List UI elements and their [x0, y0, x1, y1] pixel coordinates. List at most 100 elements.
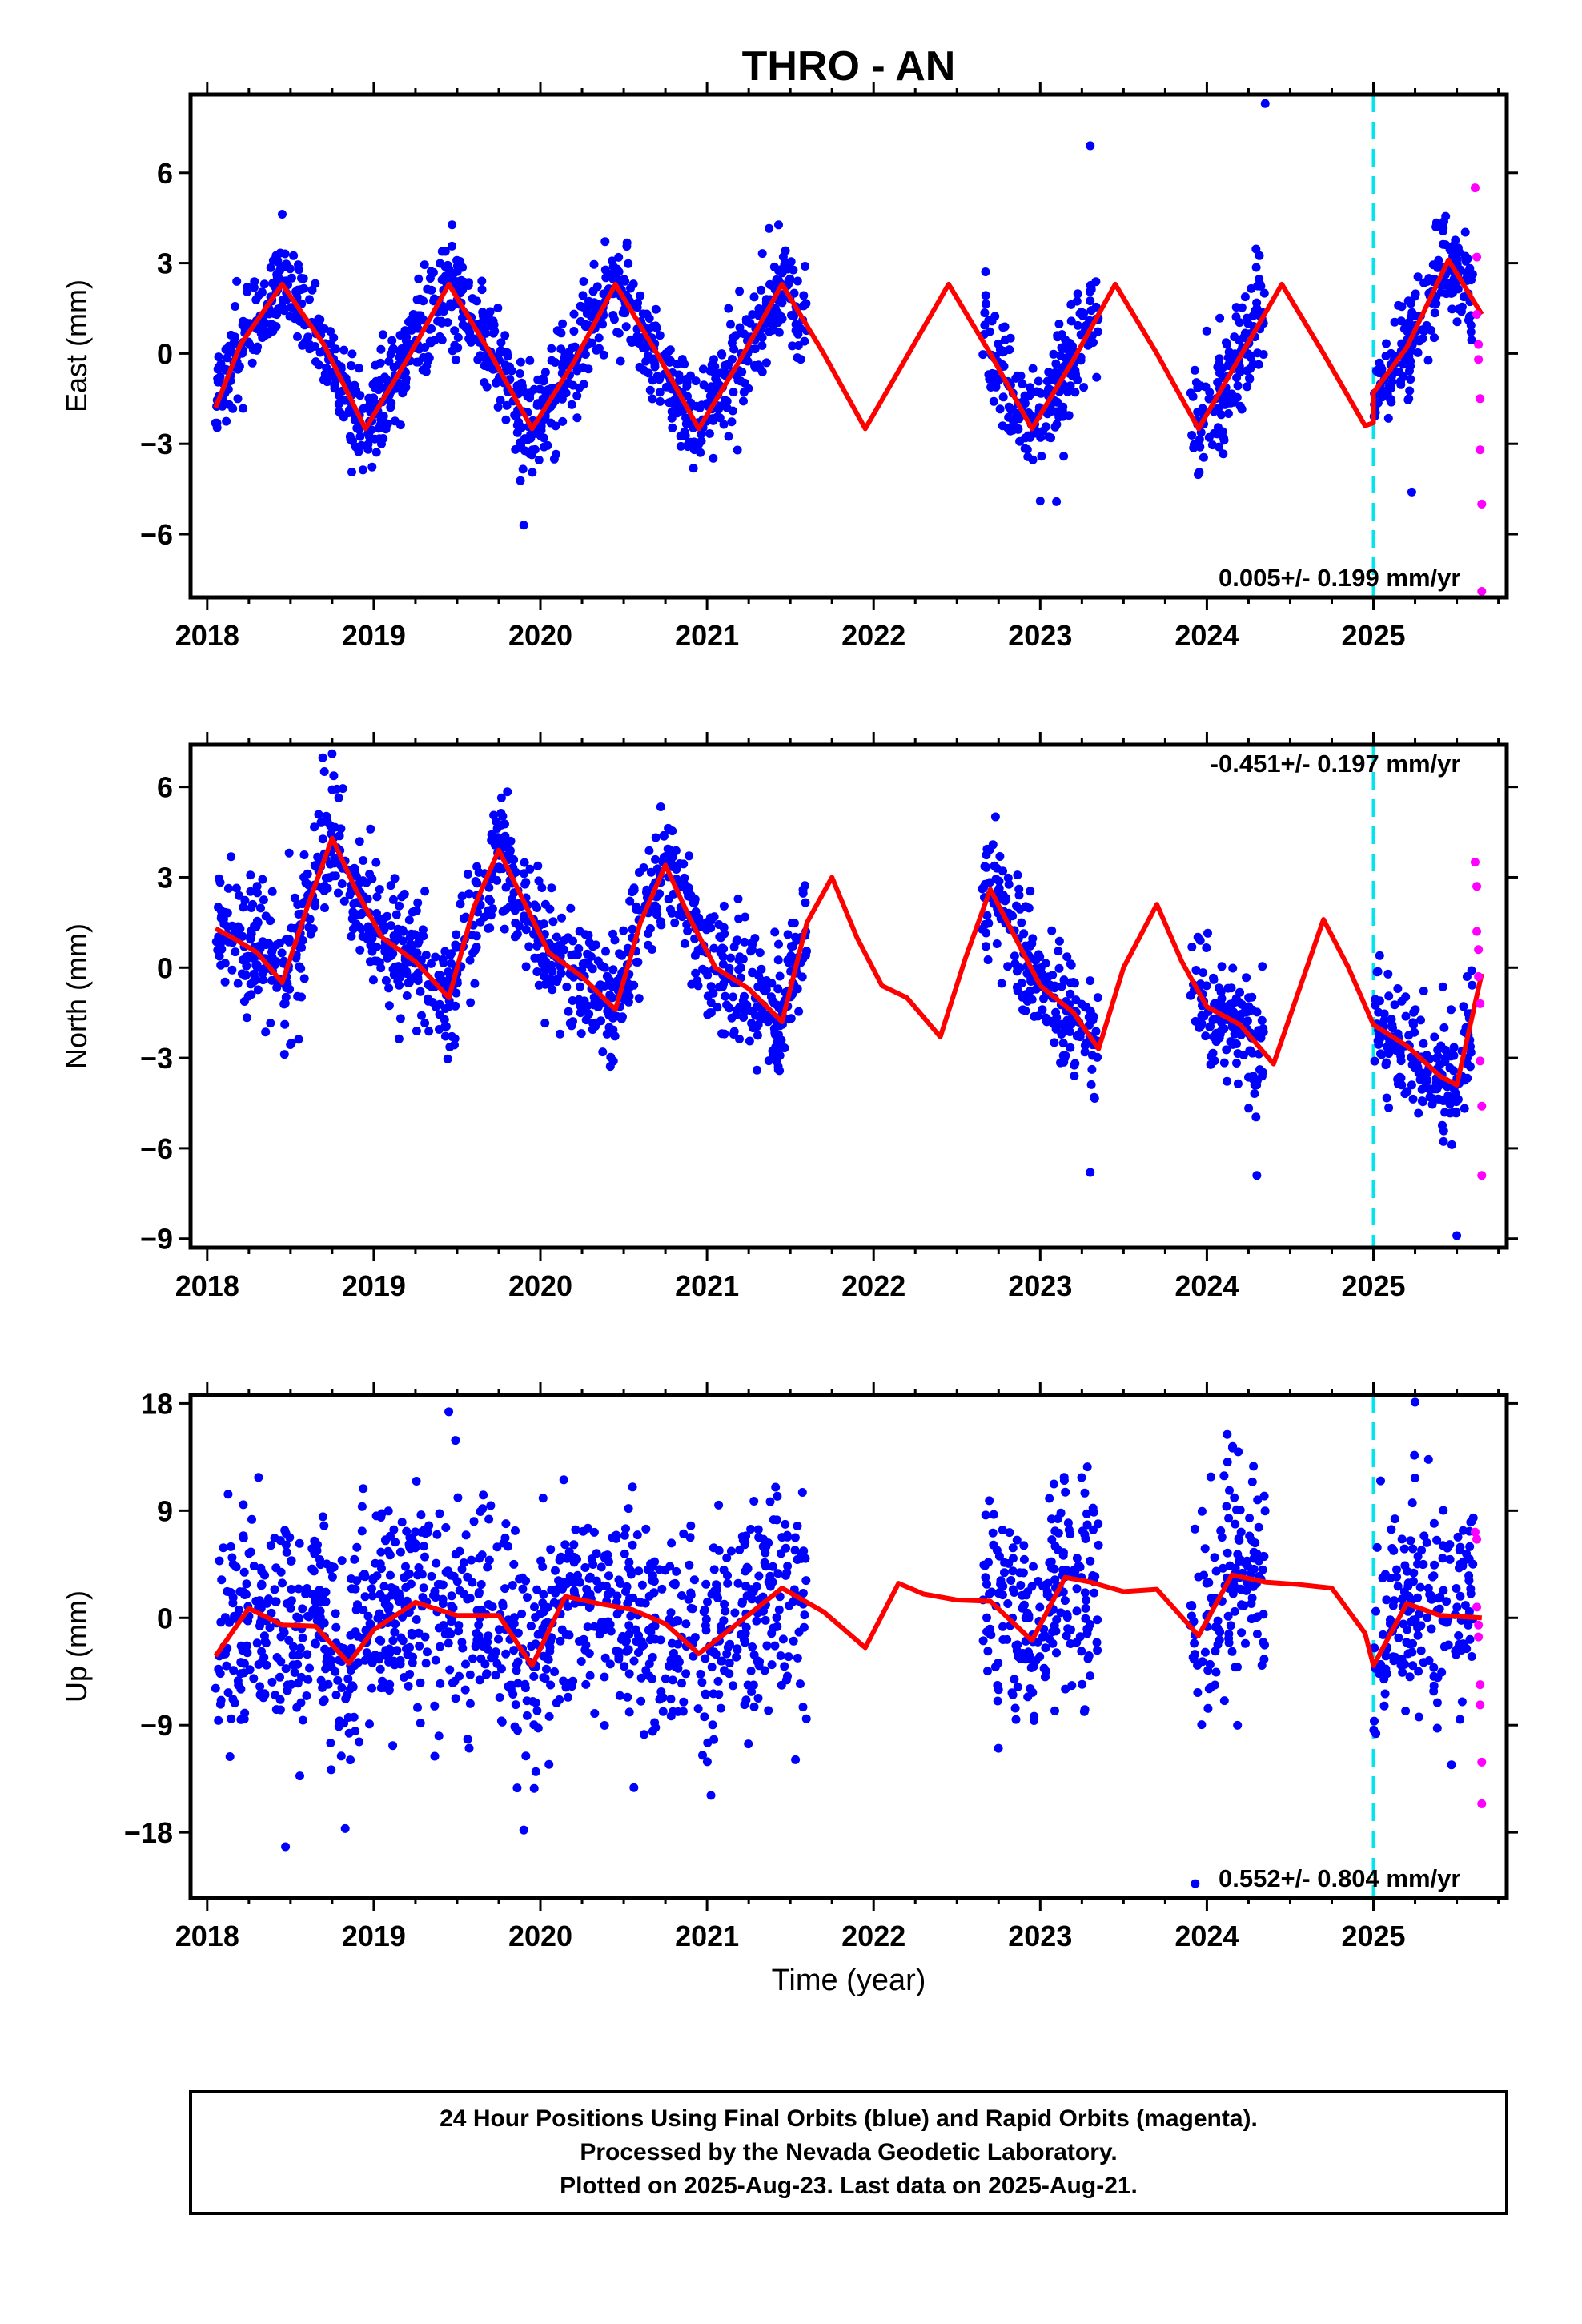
final-orbit-point: [1407, 1060, 1417, 1069]
final-orbit-point: [583, 949, 592, 959]
final-orbit-point: [1260, 99, 1270, 108]
y-tick-label: −6: [140, 518, 173, 551]
final-orbit-point: [994, 876, 1004, 886]
up-y-axis-label: Up (mm): [60, 1590, 93, 1703]
final-orbit-point: [596, 961, 606, 971]
final-orbit-point: [390, 416, 400, 426]
final-orbit-point: [1003, 962, 1013, 971]
final-orbit-point: [355, 945, 365, 955]
final-orbit-point: [451, 1436, 460, 1445]
final-orbit-point: [378, 330, 387, 340]
final-orbit-point: [495, 864, 504, 874]
final-orbit-point: [367, 932, 376, 942]
final-orbit-point: [429, 1590, 438, 1600]
final-orbit-point: [1009, 1554, 1018, 1563]
final-orbit-point: [1202, 981, 1211, 991]
final-orbit-point: [746, 1667, 756, 1675]
final-orbit-point: [656, 396, 665, 406]
final-orbit-point: [770, 1641, 780, 1651]
final-orbit-point: [337, 1683, 347, 1692]
final-orbit-point: [990, 812, 1000, 822]
final-orbit-point: [464, 1743, 474, 1753]
final-orbit-point: [257, 1579, 267, 1589]
final-orbit-point: [777, 1680, 786, 1690]
final-orbit-point: [1383, 413, 1393, 423]
final-orbit-point: [584, 931, 593, 940]
final-orbit-point: [1187, 431, 1197, 440]
final-orbit-point: [1215, 1030, 1225, 1039]
final-orbit-point: [979, 883, 989, 892]
final-orbit-point: [414, 937, 424, 947]
final-orbit-point: [1390, 1000, 1399, 1010]
final-orbit-point: [425, 336, 435, 346]
x-tick-label: 2022: [841, 619, 905, 652]
final-orbit-point: [520, 911, 529, 921]
final-orbit-point: [424, 1521, 434, 1530]
final-orbit-point: [542, 1664, 551, 1674]
final-orbit-point: [750, 362, 760, 372]
final-orbit-point: [1230, 1029, 1239, 1039]
final-orbit-point: [550, 1667, 560, 1676]
final-orbit-point: [680, 939, 689, 948]
final-orbit-point: [1415, 1067, 1424, 1076]
final-orbit-point: [1079, 1707, 1089, 1716]
final-orbit-point: [521, 962, 531, 971]
final-orbit-point: [564, 378, 573, 388]
final-orbit-point: [1190, 365, 1199, 375]
final-orbit-point: [1435, 1077, 1444, 1087]
final-orbit-point: [606, 1052, 616, 1062]
final-orbit-point: [556, 1029, 564, 1039]
final-orbit-point: [1010, 1588, 1019, 1597]
north-plot-area: [211, 745, 1487, 1248]
final-orbit-point: [420, 887, 430, 896]
final-orbit-point: [1259, 350, 1268, 359]
final-orbit-point: [407, 1628, 416, 1638]
final-orbit-point: [433, 1580, 443, 1589]
final-orbit-point: [340, 1823, 350, 1833]
final-orbit-point: [383, 1605, 393, 1614]
final-orbit-point: [1233, 1720, 1243, 1730]
final-orbit-point: [1054, 1528, 1063, 1538]
final-orbit-point: [1006, 1576, 1016, 1585]
final-orbit-point: [279, 1050, 289, 1059]
final-orbit-point: [444, 1638, 453, 1648]
rapid-orbit-point: [1476, 1056, 1485, 1066]
final-orbit-point: [768, 325, 777, 335]
final-orbit-point: [485, 307, 495, 316]
final-orbit-point: [568, 936, 577, 946]
final-orbit-point: [508, 1581, 517, 1590]
final-orbit-point: [1259, 1027, 1268, 1037]
final-orbit-point: [638, 309, 648, 319]
final-orbit-point: [624, 1558, 634, 1567]
final-orbit-point: [1242, 973, 1251, 983]
final-orbit-point: [375, 885, 384, 894]
final-orbit-point: [644, 1659, 654, 1668]
final-orbit-point: [714, 1500, 724, 1510]
final-orbit-point: [376, 1683, 386, 1693]
final-orbit-point: [793, 1555, 802, 1564]
final-orbit-point: [652, 323, 661, 332]
final-orbit-point: [609, 315, 619, 324]
final-orbit-point: [699, 1607, 709, 1617]
final-orbit-point: [539, 376, 548, 386]
final-orbit-point: [709, 1648, 718, 1658]
final-orbit-point: [320, 1644, 330, 1654]
final-orbit-point: [536, 1556, 546, 1566]
final-orbit-point: [1459, 1002, 1468, 1011]
final-orbit-point: [332, 784, 342, 794]
final-orbit-point: [463, 1735, 472, 1744]
final-orbit-point: [757, 285, 766, 295]
final-orbit-point: [334, 400, 343, 408]
final-orbit-point: [236, 1715, 246, 1724]
final-orbit-point: [533, 861, 543, 870]
final-orbit-point: [406, 1579, 416, 1589]
final-orbit-point: [521, 925, 531, 935]
final-orbit-point: [612, 1591, 622, 1601]
final-orbit-point: [1046, 1557, 1056, 1566]
final-orbit-point: [1027, 1582, 1037, 1591]
final-orbit-point: [518, 1584, 528, 1594]
final-orbit-point: [564, 1630, 574, 1640]
final-orbit-point: [1388, 1040, 1398, 1050]
final-orbit-point: [1375, 1031, 1384, 1040]
y-tick-label: −3: [140, 428, 173, 460]
